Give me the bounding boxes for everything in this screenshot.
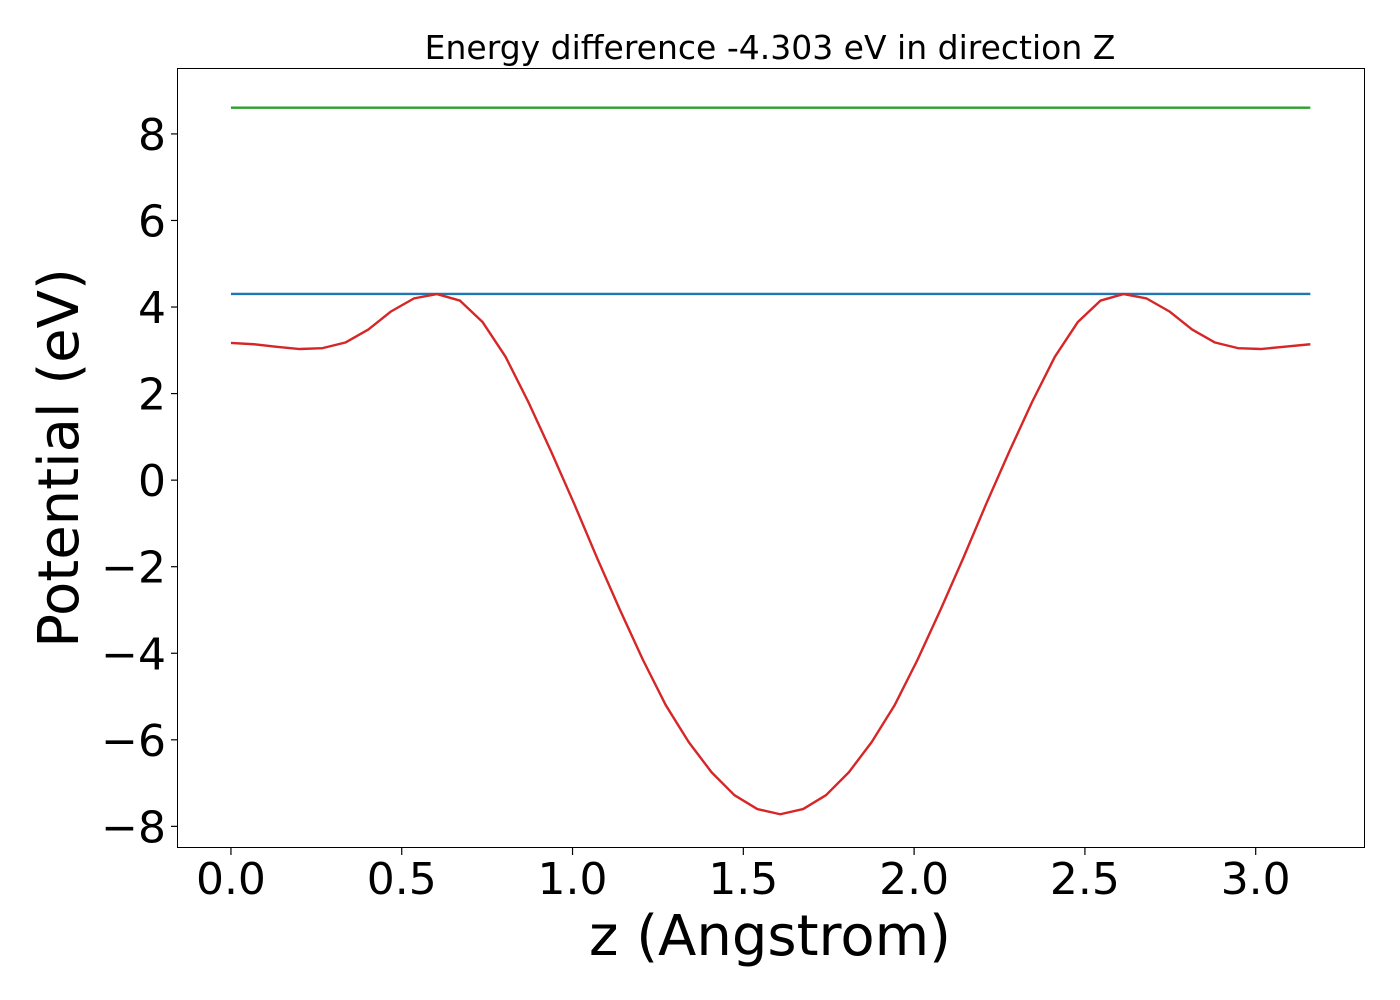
x-tick-label: 2.0	[879, 854, 949, 905]
y-tick-label: 6	[138, 196, 166, 247]
series-line-red	[230, 292, 1311, 816]
y-tick-label: −8	[101, 802, 166, 853]
x-axis-label: z (Angstrom)	[589, 904, 951, 969]
x-tick-label: 1.0	[538, 854, 608, 905]
y-tick-label: 2	[138, 370, 166, 421]
y-tick-label: 8	[138, 110, 166, 161]
y-tick-label: 4	[138, 283, 166, 334]
plot-area-frame	[177, 68, 1365, 848]
x-tick-label: 2.5	[1050, 854, 1120, 905]
x-tick-label: 1.5	[708, 854, 778, 905]
series-layer	[230, 106, 1311, 816]
x-axis: 0.0 0.5 1.0 1.5 2.0 2.5 3.0	[196, 848, 1291, 905]
x-tick-label: 0.5	[367, 854, 437, 905]
y-axis: −8 −6 −4 −2 0 2 4 6 8	[101, 110, 178, 853]
y-tick-label: −6	[101, 716, 166, 767]
y-axis-label: Potential (eV)	[27, 268, 92, 648]
x-tick-label: 0.0	[196, 854, 266, 905]
x-tick-label: 3.0	[1221, 854, 1291, 905]
y-tick-label: 0	[138, 456, 166, 507]
y-tick-label: −2	[101, 543, 166, 594]
y-tick-label: −4	[101, 629, 166, 680]
chart-title: Energy difference -4.303 eV in direction…	[425, 28, 1116, 67]
